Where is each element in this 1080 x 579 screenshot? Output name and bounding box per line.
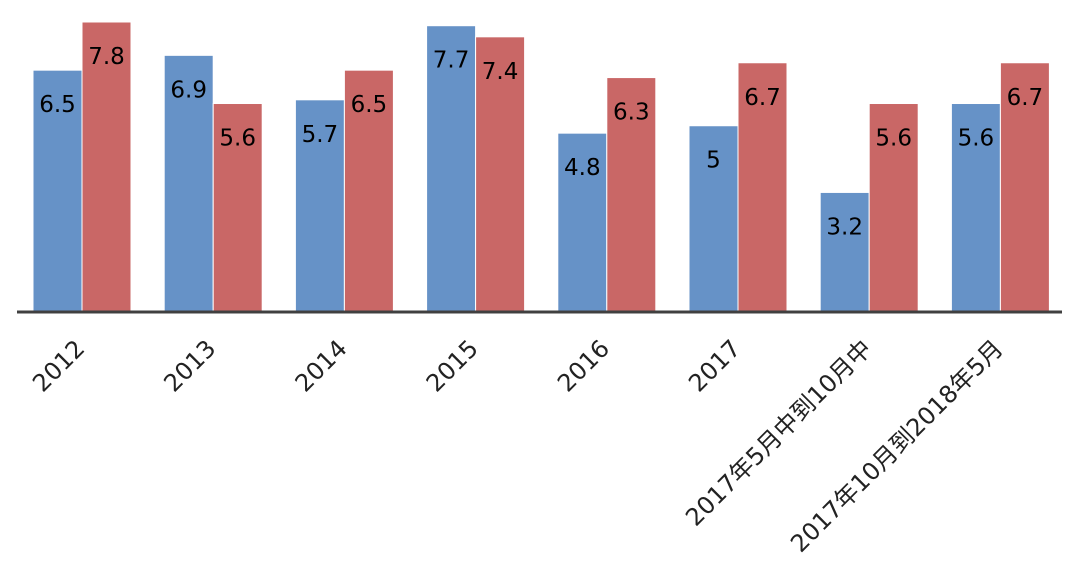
value-label-blue-7: 5.6 xyxy=(958,126,995,152)
category-label-1: 2013 xyxy=(158,334,221,397)
category-label-3: 2015 xyxy=(421,334,484,397)
category-label-5: 2017 xyxy=(683,334,746,397)
bar-red-0 xyxy=(81,21,132,312)
value-label-blue-0: 6.5 xyxy=(39,92,76,118)
bar-blue-7 xyxy=(950,103,1001,312)
bar-blue-0 xyxy=(32,69,83,312)
value-label-red-0: 7.8 xyxy=(88,44,125,70)
category-label-2: 2014 xyxy=(290,334,353,397)
bar-red-5 xyxy=(737,62,788,312)
value-label-blue-3: 7.7 xyxy=(433,48,470,74)
value-label-red-7: 6.7 xyxy=(1007,85,1044,111)
category-label-0: 2012 xyxy=(27,334,90,397)
bar-blue-6 xyxy=(819,191,870,312)
value-label-red-4: 6.3 xyxy=(613,100,650,126)
category-labels-layer: 2012 2013 2014 2015 2016 20172017年5月中到10月中201… xyxy=(27,334,1008,557)
value-label-red-1: 5.6 xyxy=(219,126,256,152)
bar-red-7 xyxy=(999,62,1050,312)
value-label-red-3: 7.4 xyxy=(482,59,519,85)
bar-red-4 xyxy=(606,77,657,312)
value-label-blue-5: 5 xyxy=(706,148,721,174)
value-label-red-6: 5.6 xyxy=(875,126,912,152)
value-label-blue-1: 6.9 xyxy=(170,77,207,103)
value-label-red-2: 6.5 xyxy=(351,92,388,118)
bar-red-1 xyxy=(212,103,263,312)
value-label-red-5: 6.7 xyxy=(744,85,781,111)
category-label-4: 2016 xyxy=(552,334,615,397)
bar-red-6 xyxy=(868,103,919,312)
category-label-7: 2017年10月到2018年5月 xyxy=(785,334,1008,557)
value-labels-layer: 6.5 7.8 6.9 5.6 5.7 6.5 7.7 7.4 4.8 6.3 5 6.7 3.2 5.6… xyxy=(39,44,1043,240)
bars-layer xyxy=(32,21,1050,312)
value-label-blue-6: 3.2 xyxy=(826,214,863,240)
value-label-blue-4: 4.8 xyxy=(564,155,601,181)
bar-red-3 xyxy=(475,36,526,312)
bar-blue-2 xyxy=(294,99,345,312)
value-label-blue-2: 5.7 xyxy=(302,122,339,148)
bar-red-2 xyxy=(343,69,394,312)
bar-blue-1 xyxy=(163,54,214,312)
